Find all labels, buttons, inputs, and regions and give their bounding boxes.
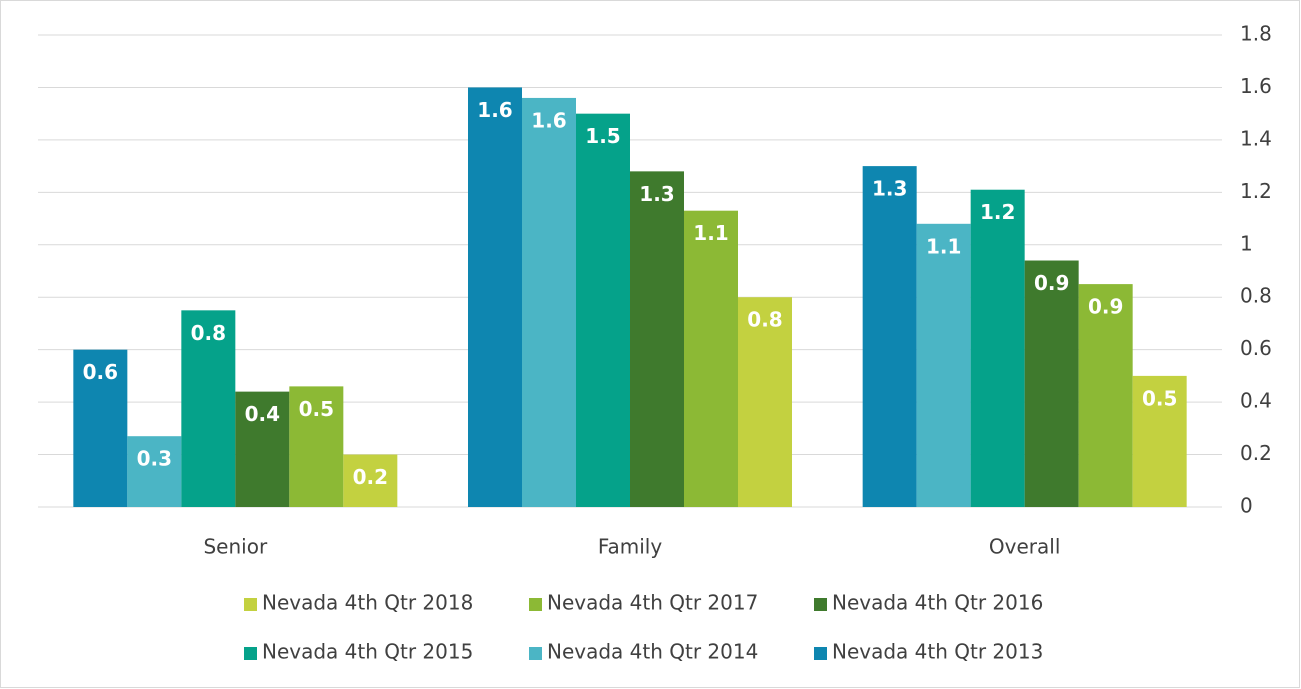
y-tick-label: 1.6 — [1240, 74, 1272, 98]
y-tick-label: 1.2 — [1240, 179, 1272, 203]
value-label: 1.3 — [639, 182, 674, 206]
value-label: 0.4 — [245, 402, 280, 426]
value-label: 0.3 — [137, 447, 172, 471]
legend-label: Nevada 4th Qtr 2017 — [547, 591, 758, 615]
bar — [862, 166, 917, 507]
bar — [970, 189, 1025, 507]
value-label: 0.9 — [1088, 295, 1123, 319]
value-label: 0.2 — [353, 465, 388, 489]
bar — [1132, 375, 1187, 507]
bar — [576, 113, 630, 508]
bar — [343, 454, 398, 507]
bar — [181, 310, 236, 507]
value-label: 1.3 — [872, 177, 907, 201]
bar — [684, 210, 738, 507]
legend-swatch — [814, 647, 827, 660]
bar — [630, 171, 684, 507]
value-label: 1.6 — [531, 108, 566, 132]
value-label: 0.8 — [191, 321, 226, 345]
bar — [522, 97, 576, 507]
legend-label: Nevada 4th Qtr 2016 — [832, 591, 1043, 615]
y-tick-label: 1 — [1240, 231, 1253, 255]
bar — [73, 349, 128, 507]
bar — [289, 386, 344, 507]
legend-swatch — [244, 647, 257, 660]
y-tick-label: 1.8 — [1240, 22, 1272, 46]
value-label: 1.1 — [693, 221, 728, 245]
legend-swatch — [529, 647, 542, 660]
bar — [916, 223, 971, 508]
y-tick-label: 1.4 — [1240, 126, 1272, 150]
y-tick-label: 0.6 — [1240, 336, 1272, 360]
y-tick-label: 0.4 — [1240, 389, 1272, 413]
legend-label: Nevada 4th Qtr 2015 — [262, 640, 473, 664]
value-label: 0.9 — [1034, 271, 1069, 295]
legend-label: Nevada 4th Qtr 2018 — [262, 591, 473, 615]
legend-label: Nevada 4th Qtr 2014 — [547, 640, 758, 664]
y-tick-label: 0.8 — [1240, 284, 1272, 308]
value-label: 1.5 — [585, 124, 620, 148]
value-label: 1.1 — [926, 234, 961, 258]
legend-swatch — [529, 598, 542, 611]
value-label: 0.5 — [299, 397, 334, 421]
x-tick-label: Family — [598, 535, 663, 559]
value-label: 0.8 — [747, 308, 782, 332]
y-tick-label: 0 — [1240, 494, 1253, 518]
bar — [1024, 260, 1079, 507]
value-label: 1.2 — [980, 200, 1015, 224]
value-label: 0.6 — [83, 360, 118, 384]
legend-swatch — [244, 598, 257, 611]
bar — [235, 391, 290, 507]
legend-swatch — [814, 598, 827, 611]
bar — [127, 436, 182, 507]
x-tick-label: Overall — [989, 535, 1060, 559]
value-label: 1.6 — [477, 98, 512, 122]
x-tick-label: Senior — [203, 535, 267, 559]
value-label: 0.5 — [1142, 386, 1177, 410]
y-tick-label: 0.2 — [1240, 441, 1272, 465]
legend-label: Nevada 4th Qtr 2013 — [832, 640, 1043, 664]
bar — [468, 87, 522, 507]
bar — [1078, 284, 1133, 507]
bar — [738, 297, 792, 507]
